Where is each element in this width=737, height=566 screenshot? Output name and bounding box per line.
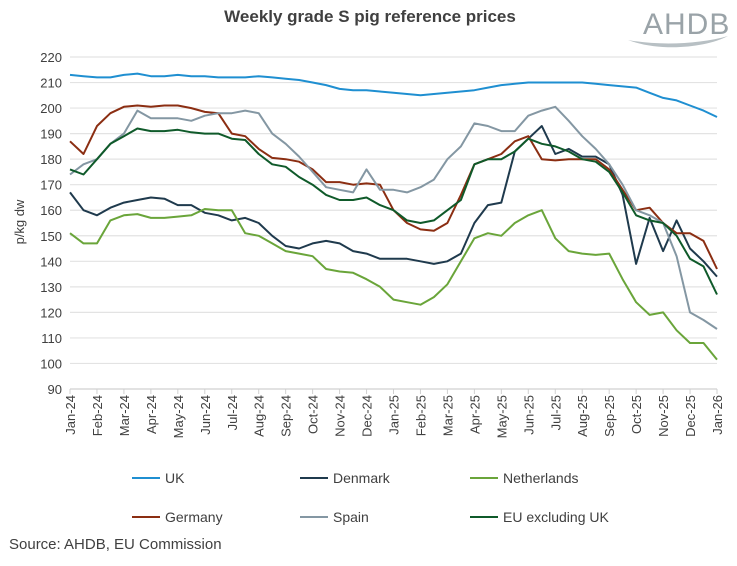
legend-item: Denmark	[300, 470, 391, 486]
series-line-eu-excluding-uk	[69, 127, 718, 295]
legend-label: UK	[165, 470, 185, 486]
x-tick-label: Jun-25	[521, 395, 536, 435]
chart-title: Weekly grade S pig reference prices	[224, 7, 516, 26]
x-tick-label: Feb-24	[90, 395, 105, 436]
x-tick-label: Jan-26	[710, 395, 725, 435]
x-tick-label: Sep-24	[279, 395, 294, 437]
y-tick-label: 190	[40, 127, 62, 142]
series-line-denmark	[69, 125, 718, 278]
x-tick-label: Jan-24	[63, 395, 78, 435]
x-tick-label: Nov-25	[656, 395, 671, 437]
y-tick-label: 120	[40, 305, 62, 320]
x-tick-label: May-25	[494, 395, 509, 438]
x-tick-label: Aug-24	[252, 395, 267, 437]
y-tick-label: 130	[40, 280, 62, 295]
legend-item: EU excluding UK	[470, 509, 609, 525]
x-tick-label: Jul-25	[548, 395, 563, 430]
y-tick-label: 100	[40, 356, 62, 371]
series-line-spain	[69, 105, 718, 330]
x-tick-label: Feb-25	[413, 395, 428, 436]
legend-label: Spain	[333, 509, 369, 525]
legend-label: Germany	[165, 509, 223, 525]
x-tick-label: Mar-24	[117, 395, 132, 436]
y-axis-label: p/kg dw	[12, 199, 27, 244]
series-line-netherlands	[69, 208, 718, 361]
legend-item: UK	[132, 470, 185, 486]
legend-label: Denmark	[333, 470, 391, 486]
y-tick-label: 210	[40, 76, 62, 91]
x-tick-label: Apr-24	[144, 395, 159, 434]
x-tick-label: Jun-24	[198, 395, 213, 435]
x-tick-label: Jul-24	[225, 395, 240, 430]
y-tick-label: 180	[40, 152, 62, 167]
y-tick-label: 160	[40, 203, 62, 218]
x-tick-label: Oct-24	[306, 395, 321, 434]
x-tick-label: Apr-25	[467, 395, 482, 434]
x-tick-label: Mar-25	[440, 395, 455, 436]
y-tick-label: 140	[40, 254, 62, 269]
x-tick-label: Aug-25	[575, 395, 590, 437]
y-tick-label: 170	[40, 178, 62, 193]
x-tick-label: Dec-24	[360, 395, 375, 437]
legend-label: EU excluding UK	[503, 509, 609, 525]
x-tick-label: Oct-25	[629, 395, 644, 434]
y-tick-label: 220	[40, 50, 62, 65]
legend-label: Netherlands	[503, 470, 579, 486]
y-tick-label: 200	[40, 101, 62, 116]
legend-item: Germany	[132, 509, 223, 525]
y-tick-label: 90	[48, 382, 62, 397]
y-tick-label: 110	[41, 331, 62, 346]
x-tick-label: Nov-24	[333, 395, 348, 437]
x-tick-label: Dec-25	[683, 395, 698, 437]
x-tick-label: Jan-25	[387, 395, 402, 435]
y-tick-label: 150	[40, 229, 62, 244]
logo-text: AHDB	[643, 8, 730, 41]
x-tick-label: Sep-25	[602, 395, 617, 437]
series-line-uk	[69, 72, 718, 118]
legend-item: Spain	[300, 509, 369, 525]
source-note: Source: AHDB, EU Commission	[9, 536, 222, 553]
ahdb-logo: AHDB	[628, 8, 730, 48]
legend-item: Netherlands	[470, 470, 579, 486]
x-tick-label: May-24	[171, 395, 186, 438]
